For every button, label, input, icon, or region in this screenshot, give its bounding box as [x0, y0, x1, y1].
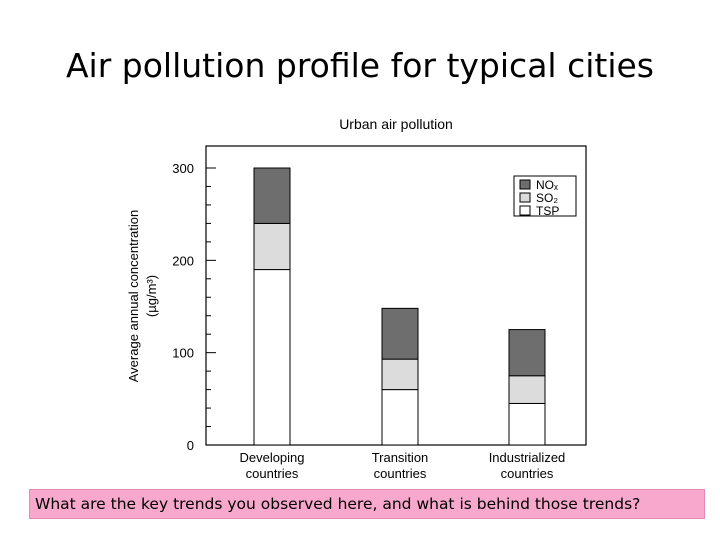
- bar-segment: [508, 375, 546, 404]
- x-tick-label: countries: [501, 466, 554, 481]
- y-axis-label: Average annual concentration: [126, 210, 141, 383]
- x-tick-label: Transition: [372, 450, 429, 465]
- bar-segment: [508, 329, 546, 377]
- legend-swatch: [519, 205, 531, 216]
- slide-title: Air pollution profile for typical cities: [65, 46, 654, 85]
- legend-swatch: [519, 192, 531, 203]
- question-box: What are the key trends you observed her…: [29, 489, 705, 519]
- legend-label: NOₓ: [536, 178, 558, 192]
- bar-segment: [253, 222, 291, 271]
- bar-segment: [253, 167, 291, 224]
- bar-segment: [253, 269, 291, 446]
- x-tick-label: Developing: [239, 450, 304, 465]
- legend-label: SO₂: [536, 191, 558, 205]
- x-tick-label: countries: [246, 466, 299, 481]
- bar-segment: [381, 389, 419, 446]
- legend-swatch: [519, 179, 531, 190]
- legend-label: TSP: [536, 204, 559, 218]
- bar-segment: [381, 307, 419, 360]
- y-axis-unit: (µg/m³): [144, 275, 159, 317]
- y-tick-label: 200: [172, 253, 194, 268]
- bar-segment: [381, 358, 419, 391]
- x-tick-label: countries: [374, 466, 427, 481]
- x-tick-label: Industrialized: [489, 450, 566, 465]
- y-tick-label: 100: [172, 346, 194, 361]
- y-tick-label: 0: [187, 438, 194, 453]
- bar-segment: [508, 402, 546, 446]
- chart-title: Urban air pollution: [339, 116, 453, 132]
- y-tick-label: 300: [172, 161, 194, 176]
